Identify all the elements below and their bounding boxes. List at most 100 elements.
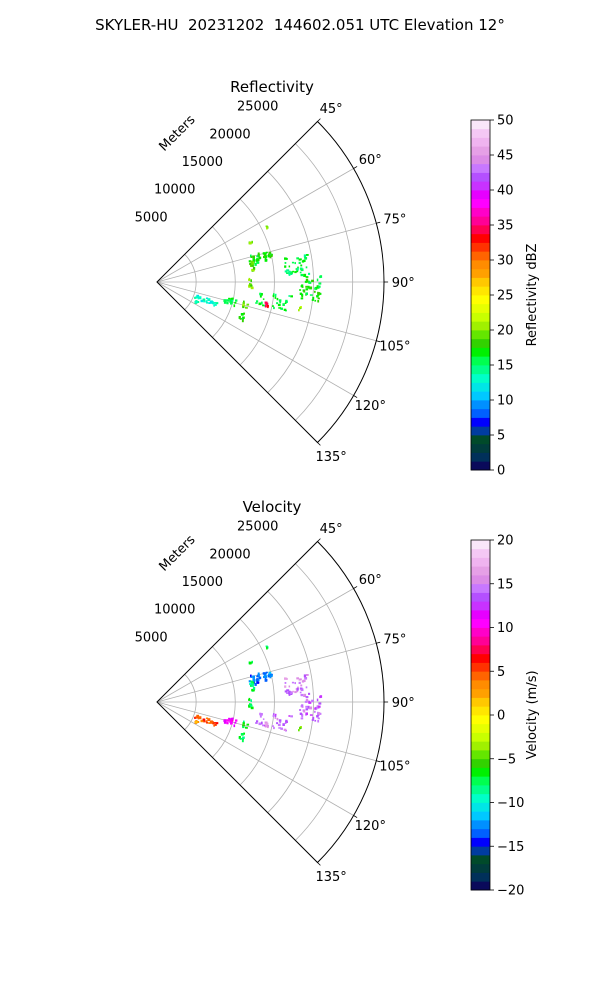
echo-cell <box>228 719 231 721</box>
echo-cell <box>278 307 282 309</box>
colorbar-segment <box>471 321 490 331</box>
echo-cell <box>195 301 198 304</box>
echo-cell <box>209 720 213 724</box>
echo-cell <box>305 292 308 296</box>
echo-cell <box>235 299 238 302</box>
echo-cell <box>307 705 310 709</box>
colorbar-segment <box>471 566 490 576</box>
echo-cell <box>305 266 308 269</box>
echo-region <box>255 712 293 732</box>
echo-cell <box>317 711 319 715</box>
echo-cell <box>303 709 306 713</box>
echo-cell <box>209 300 213 304</box>
colorbar-segment <box>471 312 490 322</box>
echo-cell <box>257 252 260 255</box>
sector-outline <box>156 120 385 444</box>
echo-cell <box>252 680 256 683</box>
echo-cell <box>233 724 236 728</box>
echo-cell <box>249 682 252 685</box>
echo-cell <box>272 305 274 307</box>
echo-cell <box>259 294 262 298</box>
colorbar-segment <box>471 741 490 751</box>
echo-region <box>264 721 269 729</box>
echo-cell <box>306 254 309 256</box>
angle-tick-label: 60° <box>359 573 382 588</box>
colorbar-segment <box>471 688 490 698</box>
angle-tick-label: 90° <box>392 696 415 711</box>
echo-cell <box>284 265 287 268</box>
echo-region <box>223 717 238 728</box>
echo-cell <box>318 282 322 285</box>
colorbar-tick-label: 35 <box>497 219 514 234</box>
colorbar-segment <box>471 382 490 392</box>
colorbar-tick-label: 30 <box>497 254 514 269</box>
echo-cell <box>277 303 281 307</box>
grid-spoke <box>156 588 354 703</box>
echo-cell <box>275 713 277 716</box>
colorbar-segment <box>471 408 490 418</box>
echo-cell <box>213 724 215 727</box>
echo-cell <box>250 286 254 290</box>
echo-cell <box>264 677 267 680</box>
echo-cell <box>317 717 320 720</box>
echo-cell <box>226 299 229 302</box>
echo-cell <box>242 302 245 305</box>
echo-cell <box>215 302 219 305</box>
echo-cell <box>262 304 265 307</box>
colorbar-segment <box>471 785 490 795</box>
echo-cell <box>307 285 310 289</box>
echo-cell <box>284 270 288 273</box>
colorbar-segment <box>471 557 490 567</box>
echo-cell <box>212 722 215 725</box>
echo-cell <box>274 296 277 299</box>
echo-cell <box>319 712 322 715</box>
echo-cell <box>284 685 287 688</box>
echo-cell <box>294 682 296 685</box>
echo-cell <box>246 303 250 306</box>
echo-cell <box>257 259 260 262</box>
echo-cell <box>279 301 282 304</box>
angle-tick-label: 75° <box>383 212 406 227</box>
colorbar-segment <box>471 811 490 821</box>
echo-cell <box>264 724 266 727</box>
echo-cell <box>304 257 308 260</box>
echo-cell <box>304 700 308 703</box>
colorbar-tick-label: 0 <box>497 464 505 479</box>
echo-cell <box>228 717 231 720</box>
angle-tick <box>376 760 381 763</box>
echo-cell <box>254 682 257 686</box>
echo-cell <box>256 261 260 264</box>
echo-cell <box>298 681 301 684</box>
echo-cell <box>196 301 200 303</box>
colorbar-segment <box>471 233 490 243</box>
radial-tick-label: 10000 <box>154 183 195 198</box>
echo-cell <box>317 720 320 723</box>
echo-cell <box>319 292 322 295</box>
echo-cell <box>252 686 256 690</box>
echo-cell <box>317 300 320 303</box>
echo-cell <box>215 722 219 725</box>
grid-spoke <box>156 701 354 816</box>
echo-cell <box>274 294 277 297</box>
colorbar-tick-label: 10 <box>497 394 514 409</box>
echo-cell <box>299 678 302 681</box>
echo-cell <box>306 700 309 703</box>
colorbar-tick-label: 40 <box>497 184 514 199</box>
echo-cell <box>206 721 209 724</box>
velocity-panel: Velocity 45°60°75°90°105°120°135°5000100… <box>135 498 540 899</box>
echo-cell <box>317 297 320 300</box>
colorbar-segment <box>471 286 490 296</box>
echo-cell <box>250 684 252 687</box>
echo-cell <box>194 716 197 719</box>
echo-cell <box>264 675 268 678</box>
echo-cell <box>251 264 254 267</box>
echo-cell <box>317 291 319 295</box>
colorbar-segment <box>471 120 490 130</box>
echo-cell <box>276 722 279 725</box>
echo-cell <box>245 307 248 309</box>
echo-cell <box>316 715 319 718</box>
angle-tick <box>376 340 381 343</box>
echo-cell <box>280 727 283 730</box>
echo-cell <box>250 279 252 283</box>
echo-cell <box>243 300 245 303</box>
